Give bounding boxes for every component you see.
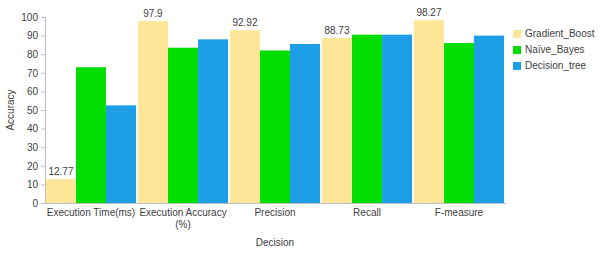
x-tick-label: Execution Accuracy(%) (139, 207, 226, 230)
bars (46, 20, 504, 203)
x-axis-line (46, 203, 506, 204)
y-axis: 0 10 20 30 40 50 60 70 80 90 100 (21, 12, 45, 209)
y-tick-mark (41, 129, 45, 130)
x-tick-label: F-measure (435, 207, 484, 218)
legend-item: Decision_tree (513, 60, 587, 71)
y-tick: 90 (27, 30, 45, 41)
bar (138, 21, 168, 203)
x-tick: Precision (254, 203, 295, 218)
x-tick: Recall (353, 203, 381, 218)
bar (322, 38, 352, 203)
data-label: 92.92 (232, 17, 257, 28)
chart: 12.77 97.9 92.92 88.73 98.27 0 10 20 30 40 50 60 70 8… (0, 0, 600, 254)
y-tick: 20 (27, 161, 45, 172)
x-tick-label: Execution Time(ms) (47, 207, 135, 218)
y-tick-label: 70 (27, 68, 39, 79)
y-tick-label: 80 (27, 49, 39, 60)
bar (46, 179, 76, 203)
y-tick-mark (41, 54, 45, 55)
y-tick: 40 (27, 123, 45, 134)
x-tick-label: Precision (254, 207, 295, 218)
y-tick-mark (41, 110, 45, 111)
bar (414, 20, 444, 203)
y-tick-label: 0 (32, 198, 38, 209)
y-tick: 70 (27, 68, 45, 79)
y-tick-label: 50 (27, 105, 39, 116)
y-tick-label: 20 (27, 161, 39, 172)
x-axis: Execution Time(ms) Execution Accuracy(%) P… (46, 203, 506, 230)
x-tick: Execution Accuracy(%) (139, 203, 226, 230)
y-axis-title: Accuracy (5, 89, 16, 130)
bar (106, 105, 136, 203)
x-axis-title: Decision (256, 237, 294, 248)
bar (290, 44, 320, 203)
bar (260, 50, 290, 203)
y-tick-mark (41, 91, 45, 92)
y-tick-label: 40 (27, 123, 39, 134)
y-tick-label: 10 (27, 179, 39, 190)
bar (444, 43, 474, 203)
y-tick-mark (41, 203, 45, 204)
x-tick: F-measure (435, 203, 484, 218)
y-tick-mark (41, 184, 45, 185)
y-tick: 80 (27, 49, 45, 60)
y-axis-line (41, 18, 46, 204)
bar (168, 48, 198, 203)
x-tick: Execution Time(ms) (47, 203, 135, 218)
bar (474, 36, 504, 203)
bar (76, 67, 106, 203)
y-tick-mark (41, 36, 45, 37)
legend: Gradient_Boost Naïve_Bayes Decision_tree (513, 28, 595, 71)
y-tick: 50 (27, 105, 45, 116)
y-tick-mark (41, 17, 45, 18)
y-tick: 10 (27, 179, 45, 190)
data-label: 97.9 (143, 8, 163, 19)
legend-swatch (513, 30, 521, 38)
legend-label: Gradient_Boost (525, 28, 595, 39)
legend-item: Naïve_Bayes (513, 44, 584, 55)
y-tick-mark (41, 166, 45, 167)
y-tick-label: 90 (27, 30, 39, 41)
y-tick: 0 (32, 198, 45, 209)
legend-swatch (513, 62, 521, 70)
y-tick-label: 60 (27, 86, 39, 97)
legend-label: Naïve_Bayes (525, 44, 584, 55)
bar (382, 35, 412, 203)
legend-label: Decision_tree (525, 60, 587, 71)
x-tick-label: Recall (353, 207, 381, 218)
plot-area: 12.77 97.9 92.92 88.73 98.27 0 10 20 30 40 50 60 70 8… (21, 7, 505, 229)
y-tick: 100 (21, 12, 45, 23)
data-label: 88.73 (324, 25, 349, 36)
legend-swatch (513, 46, 521, 54)
data-label: 12.77 (48, 166, 73, 177)
y-tick-mark (41, 73, 45, 74)
bar (198, 39, 228, 203)
y-tick: 60 (27, 86, 45, 97)
y-tick-label: 100 (21, 12, 38, 23)
y-tick: 30 (27, 142, 45, 153)
data-label: 98.27 (416, 7, 441, 18)
bar (352, 35, 382, 203)
y-tick-label: 30 (27, 142, 39, 153)
legend-item: Gradient_Boost (513, 28, 595, 39)
bar (230, 30, 260, 203)
data-labels: 12.77 97.9 92.92 88.73 98.27 (48, 7, 441, 177)
y-tick-mark (41, 147, 45, 148)
